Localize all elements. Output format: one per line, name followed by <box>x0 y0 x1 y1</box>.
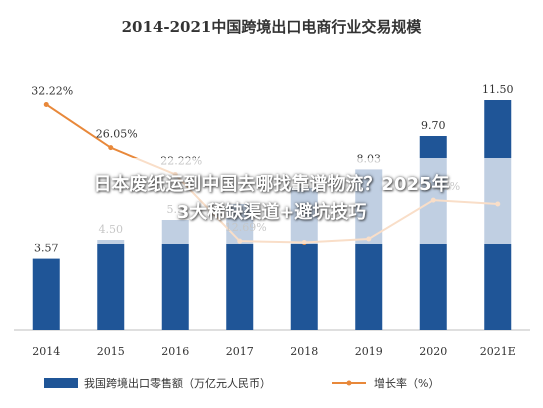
legend-line-marker <box>346 380 352 386</box>
bar-value-label: 3.57 <box>34 242 59 255</box>
line-value-label: 32.22% <box>31 84 73 97</box>
x-tick-label: 2020 <box>419 345 447 358</box>
x-tick-label: 2018 <box>290 345 318 358</box>
chart-title: 2014-2021中国跨境出口电商行业交易规模 <box>121 18 422 36</box>
line-point <box>108 145 114 151</box>
x-tick-label: 2016 <box>161 345 189 358</box>
bar <box>97 240 125 330</box>
x-tick-label: 2014 <box>32 345 60 358</box>
overlay-line-1: 日本废纸运到中国去哪找靠谱物流？2025年 <box>93 174 450 195</box>
bar-value-label: 9.70 <box>421 119 446 132</box>
bar <box>32 258 60 330</box>
bar-value-label: 11.50 <box>482 83 514 96</box>
overlay-line-2: 3大稀缺渠道+避坑技巧 <box>176 202 367 223</box>
legend-bar-swatch <box>44 378 78 388</box>
legend-line-label: 增长率（%） <box>374 376 439 390</box>
x-tick-label: 2017 <box>226 345 254 358</box>
legend-bar-label: 我国跨境出口零售额（万亿元人民币） <box>84 376 271 390</box>
overlay-caption: 日本废纸运到中国去哪找靠谱物流？2025年 3大稀缺渠道+避坑技巧 <box>0 171 543 227</box>
x-tick-label: 2021E <box>480 345 516 358</box>
x-tick-label: 2019 <box>355 345 383 358</box>
line-value-label: 26.05% <box>96 128 138 141</box>
overlay-band <box>0 158 543 244</box>
line-point <box>43 101 49 107</box>
x-tick-label: 2015 <box>97 345 125 358</box>
